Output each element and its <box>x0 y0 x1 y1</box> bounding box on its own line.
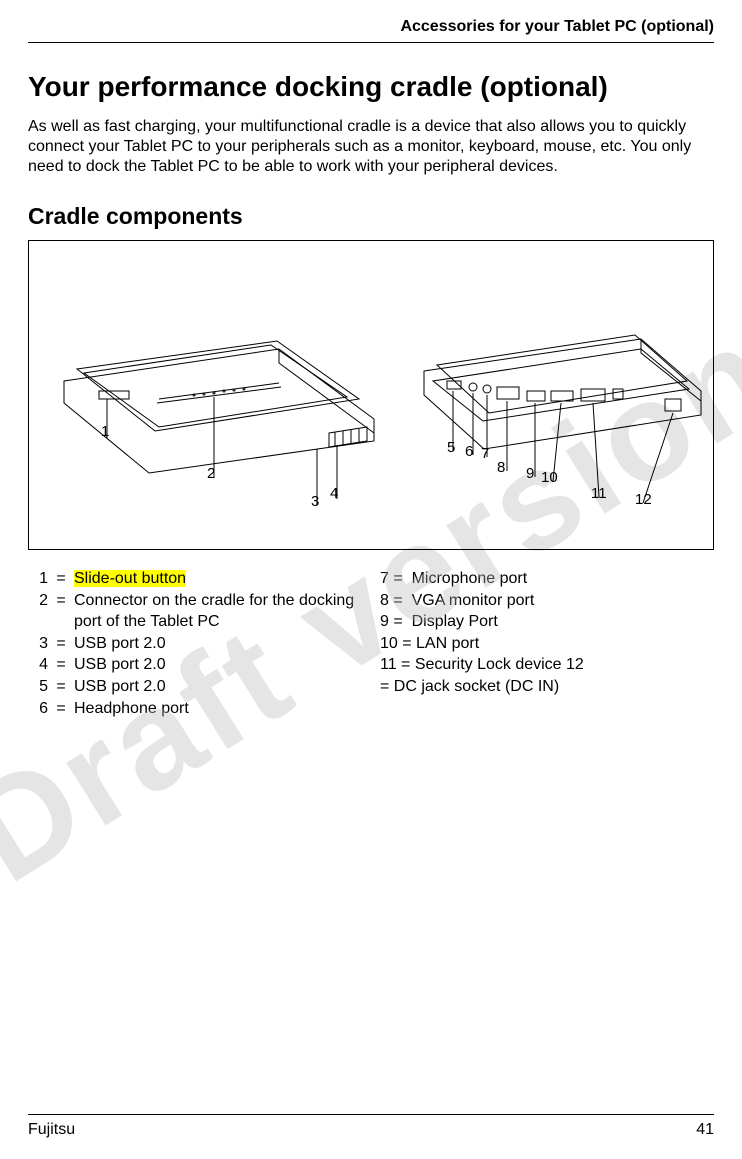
legend-item: 11 = Security Lock device 12 <box>380 654 710 676</box>
legend-text: Headphone port <box>74 698 372 720</box>
legend-equals: = <box>48 654 74 676</box>
footer-rule <box>28 1114 714 1115</box>
legend-equals: = <box>48 568 74 590</box>
legend-lead: 8 = <box>380 590 412 612</box>
legend-lead: = <box>380 676 394 698</box>
document-page: Draft version Accessories for your Table… <box>0 0 742 1159</box>
legend-item: 5=USB port 2.0 <box>28 676 372 698</box>
legend-number: 2 <box>28 590 48 633</box>
legend-item: 9 = Display Port <box>380 611 710 633</box>
legend-text: DC jack socket (DC IN) <box>394 676 710 698</box>
header-rule <box>28 42 714 43</box>
cradle-diagram: 1 2 3 4 5 6 7 8 9 10 11 12 <box>28 240 714 550</box>
legend-text: USB port 2.0 <box>74 633 372 655</box>
legend-item: 8 = VGA monitor port <box>380 590 710 612</box>
legend-number: 4 <box>28 654 48 676</box>
legend-text: VGA monitor port <box>412 590 710 612</box>
callout-1: 1 <box>101 423 109 440</box>
running-header: Accessories for your Tablet PC (optional… <box>28 18 714 36</box>
legend-text: USB port 2.0 <box>74 654 372 676</box>
legend-text: USB port 2.0 <box>74 676 372 698</box>
legend-item: 2=Connector on the cradle for the dockin… <box>28 590 372 633</box>
legend-item: 6=Headphone port <box>28 698 372 720</box>
legend-lead: 10 = <box>380 633 416 655</box>
footer-brand: Fujitsu <box>28 1121 75 1139</box>
intro-paragraph: As well as fast charging, your multifunc… <box>28 117 714 177</box>
callout-6: 6 <box>465 443 473 460</box>
legend-text: Security Lock device 12 <box>415 654 710 676</box>
callout-7: 7 <box>481 445 489 462</box>
legend-equals: = <box>48 698 74 720</box>
legend-item: = DC jack socket (DC IN) <box>380 676 710 698</box>
callout-10: 10 <box>541 469 558 486</box>
legend-column-left: 1=Slide-out button2=Connector on the cra… <box>28 568 380 719</box>
callout-8: 8 <box>497 459 505 476</box>
legend-text: Connector on the cradle for the docking … <box>74 590 372 633</box>
legend-text: LAN port <box>416 633 710 655</box>
legend-item: 1=Slide-out button <box>28 568 372 590</box>
legend-lead: 11 = <box>380 654 415 676</box>
legend-equals: = <box>48 633 74 655</box>
legend-equals: = <box>48 676 74 698</box>
legend-item: 3=USB port 2.0 <box>28 633 372 655</box>
legend-equals: = <box>48 590 74 633</box>
legend-text: Display Port <box>412 611 710 633</box>
callout-9: 9 <box>526 465 534 482</box>
callout-2: 2 <box>207 465 215 482</box>
legend: 1=Slide-out button2=Connector on the cra… <box>28 568 714 719</box>
legend-text: Slide-out button <box>74 568 372 590</box>
legend-lead: 7 = <box>380 568 412 590</box>
legend-number: 6 <box>28 698 48 720</box>
page-number: 41 <box>696 1121 714 1139</box>
legend-column-right: 7 = Microphone port8 = VGA monitor port9… <box>380 568 710 719</box>
callout-4: 4 <box>330 485 338 502</box>
section-heading: Cradle components <box>28 203 714 230</box>
legend-item: 10 = LAN port <box>380 633 710 655</box>
legend-number: 3 <box>28 633 48 655</box>
callout-5: 5 <box>447 439 455 456</box>
legend-item: 7 = Microphone port <box>380 568 710 590</box>
legend-number: 1 <box>28 568 48 590</box>
legend-number: 5 <box>28 676 48 698</box>
callout-12: 12 <box>635 491 652 508</box>
legend-item: 4=USB port 2.0 <box>28 654 372 676</box>
cradle-svg <box>29 241 715 551</box>
page-footer: Fujitsu 41 <box>28 1114 714 1139</box>
callout-11: 11 <box>591 485 607 502</box>
legend-lead: 9 = <box>380 611 412 633</box>
page-title: Your performance docking cradle (optiona… <box>28 71 714 103</box>
legend-text: Microphone port <box>412 568 710 590</box>
callout-3: 3 <box>311 493 319 510</box>
